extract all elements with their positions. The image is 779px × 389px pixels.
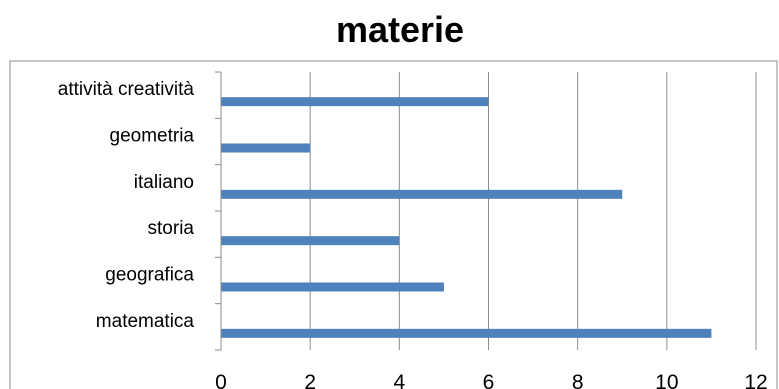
bars	[221, 97, 712, 338]
bar-4	[221, 143, 311, 153]
category-label-5: attività creatività	[58, 79, 195, 100]
category-label-1: geografica	[105, 265, 194, 286]
category-label-0: matematica	[96, 311, 195, 332]
x-tick-label-2: 4	[393, 371, 405, 389]
chart-frame	[9, 60, 778, 389]
category-label-3: italiano	[134, 172, 194, 193]
x-tick-label-0: 0	[215, 371, 227, 389]
x-tick-label-1: 2	[304, 371, 316, 389]
category-label-2: storia	[148, 218, 195, 239]
gridlines	[309, 72, 757, 350]
bar-2	[221, 236, 400, 246]
x-tick-label-4: 8	[572, 371, 584, 389]
labels: 0 2 4 6 8 10 12 matematica geografica storia itali…	[58, 79, 768, 389]
x-tick-label-5: 10	[655, 371, 678, 389]
bar-3	[221, 189, 623, 199]
axes	[215, 71, 222, 351]
x-tick-label-6: 12	[744, 371, 767, 389]
bar-1	[221, 282, 444, 292]
category-label-4: geometria	[110, 126, 195, 147]
x-tick-label-3: 6	[483, 371, 495, 389]
bar-0	[221, 328, 712, 338]
chart-title: materie	[336, 9, 464, 50]
bar-5	[221, 97, 489, 107]
